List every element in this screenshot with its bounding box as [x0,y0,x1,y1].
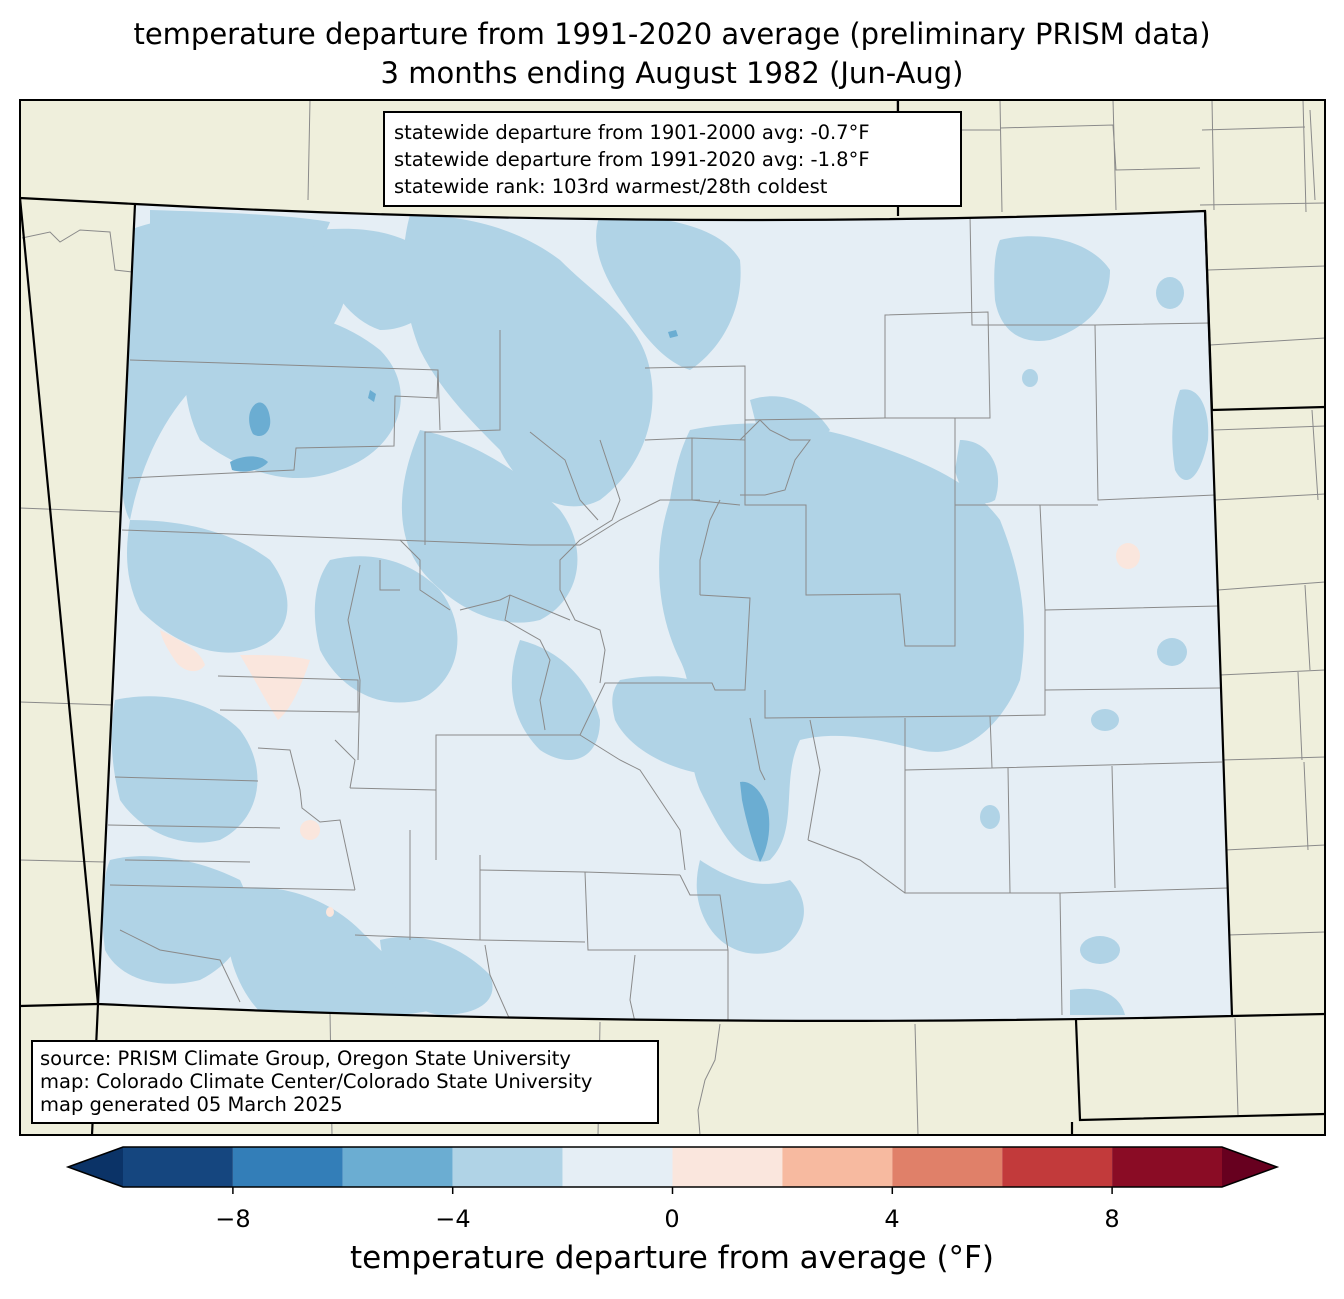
source-line: source: PRISM Climate Group, Oregon Stat… [40,1047,571,1070]
colorbar-bin [782,1147,893,1187]
colorbar-bin [892,1147,1003,1187]
colorbar-bin [232,1147,343,1187]
stats-rank: statewide rank: 103rd warmest/28th colde… [394,175,828,198]
colorbar-under-extension [68,1147,123,1187]
source-credit-box: source: PRISM Climate Group, Oregon Stat… [31,1040,659,1124]
colorbar-tick-label: 8 [1104,1205,1120,1233]
generated-date-line: map generated 05 March 2025 [40,1093,343,1116]
colorbar-tick-label: 0 [664,1205,680,1233]
map-title: temperature departure from 1991-2020 ave… [133,17,1211,51]
colorbar-bin [452,1147,563,1187]
stats-departure-1901-2000: statewide departure from 1901-2000 avg: … [394,121,870,144]
colorbar-tick-label: −4 [435,1205,471,1233]
colorbar-bin [1002,1147,1113,1187]
colorbar-bin [562,1147,673,1187]
colorbar-label: temperature departure from average (°F) [350,1240,994,1276]
stats-departure-1991-2020: statewide departure from 1991-2020 avg: … [394,148,870,171]
colorbar-bin [672,1147,783,1187]
map-subtitle: 3 months ending August 1982 (Jun-Aug) [380,56,964,90]
colorado-county-lines [107,214,1229,1021]
colorbar [65,1146,1280,1194]
colorbar-outline [65,1146,1280,1188]
statewide-stats-box: statewide departure from 1901-2000 avg: … [383,111,962,207]
colorbar-bin [123,1147,233,1187]
colorbar-bin [1112,1147,1222,1187]
map-credit-line: map: Colorado Climate Center/Colorado St… [40,1070,593,1093]
colorado-departure-fill [98,204,1232,1021]
colorbar-tick-label: 4 [884,1205,900,1233]
colorbar-over-extension [1222,1147,1277,1187]
colorbar-bin [342,1147,453,1187]
colorbar-tick-label: −8 [215,1205,251,1233]
